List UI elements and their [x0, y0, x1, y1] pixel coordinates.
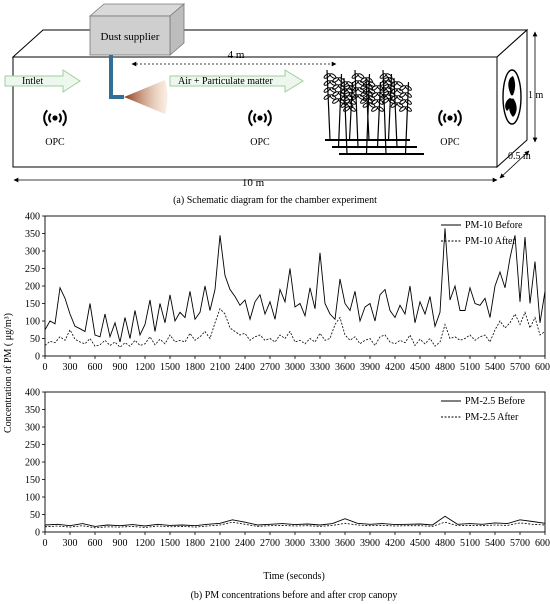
legend-label: PM-2.5 After	[465, 412, 519, 423]
opc-sensor-label: OPC	[45, 137, 65, 148]
opc-sensor-icon: OPC	[438, 109, 462, 148]
chamber-schematic: Dust supplier Intlet Air + Particulate m…	[4, 3, 544, 206]
x-tick-label: 600	[88, 362, 103, 373]
x-tick-label: 5700	[510, 538, 530, 549]
x-tick-label: 3900	[360, 538, 380, 549]
x-tick-label: 4800	[435, 538, 455, 549]
x-tick-label: 2100	[210, 538, 230, 549]
x-tick-label: 300	[63, 362, 78, 373]
y-tick-label: 250	[25, 264, 40, 275]
x-tick-label: 5100	[460, 538, 480, 549]
x-tick-label: 4200	[385, 362, 405, 373]
x-tick-label: 900	[113, 538, 128, 549]
dust-spray	[124, 80, 168, 114]
y-tick-label: 50	[30, 334, 40, 345]
y-tick-label: 100	[25, 317, 40, 328]
y-tick-label: 300	[25, 247, 40, 258]
series-line-pm-2-5-before	[44, 515, 546, 527]
width-label: 0.5 m	[508, 151, 531, 162]
chart-pm10: 0 50 100 150 200 250 300 350 400 0 300 600 900 1200 15…	[25, 212, 550, 374]
x-tick-label: 2100	[210, 362, 230, 373]
exhaust-fan-icon	[502, 69, 522, 125]
x-tick-label: 3000	[285, 538, 305, 549]
x-tick-label: 5100	[460, 362, 480, 373]
opc-sensors: OPC OPC OPC	[43, 109, 462, 148]
y-tick-label: 350	[25, 229, 40, 240]
x-tick-label: 3600	[335, 538, 355, 549]
y-axis-title: Concentration of PM ( μg/m³)	[3, 313, 14, 433]
supply-pipe	[109, 55, 124, 99]
y-tick-label: 0	[35, 528, 40, 539]
x-tick-label: 1200	[135, 538, 155, 549]
height-label: 1 m	[528, 90, 544, 101]
x-tick-label: 1500	[160, 362, 180, 373]
y-tick-label: 250	[25, 440, 40, 451]
y-tick-label: 0	[35, 352, 40, 363]
x-tick-label: 0	[43, 538, 48, 549]
opc-sensor-label: OPC	[250, 137, 270, 148]
legend-label: PM-10 After	[465, 236, 517, 247]
y-tick-label: 50	[30, 510, 40, 521]
length-label: 10 m	[242, 177, 265, 189]
x-tick-label: 5400	[485, 538, 505, 549]
dust-supplier: Dust supplier	[88, 3, 186, 56]
distance-4m-label: 4 m	[228, 49, 245, 61]
dust-supplier-label: Dust supplier	[101, 31, 160, 43]
airflow-label: Air + Particulate matter	[178, 76, 273, 87]
x-tick-label: 600	[88, 538, 103, 549]
x-tick-label: 2700	[260, 362, 280, 373]
x-tick-label: 5400	[485, 362, 505, 373]
inlet-arrow: Intlet	[4, 69, 81, 93]
x-tick-label: 3900	[360, 362, 380, 373]
y-tick-label: 300	[25, 423, 40, 434]
x-tick-label: 6000	[535, 538, 550, 549]
crop-canopy-icon	[323, 69, 424, 155]
y-tick-label: 400	[25, 388, 40, 399]
legend-label: PM-2.5 Before	[465, 396, 526, 407]
x-tick-label: 2700	[260, 538, 280, 549]
x-tick-label: 1800	[185, 538, 205, 549]
charts-caption: (b) PM concentrations before and after c…	[191, 590, 398, 601]
opc-sensor-icon: OPC	[248, 109, 272, 148]
x-tick-label: 3300	[310, 362, 330, 373]
x-tick-label: 2400	[235, 538, 255, 549]
opc-sensor-label: OPC	[440, 137, 460, 148]
x-tick-label: 6000	[535, 362, 550, 373]
y-tick-label: 200	[25, 282, 40, 293]
x-tick-label: 1800	[185, 362, 205, 373]
series-line-pm-10-after	[44, 308, 546, 348]
x-tick-label: 300	[63, 538, 78, 549]
x-tick-label: 4500	[410, 362, 430, 373]
schematic-caption: (a) Schematic diagram for the chamber ex…	[173, 195, 377, 206]
chart-pm25: 0 50 100 150 200 250 300 350 400 0 300 600 900 1200 15…	[25, 388, 550, 550]
x-tick-label: 3300	[310, 538, 330, 549]
x-tick-label: 0	[43, 362, 48, 373]
x-tick-label: 1500	[160, 538, 180, 549]
x-axis-title: Time (seconds)	[263, 571, 325, 582]
y-tick-label: 150	[25, 299, 40, 310]
y-tick-label: 150	[25, 475, 40, 486]
airflow-arrow: Air + Particulate matter	[169, 69, 304, 93]
y-tick-label: 100	[25, 493, 40, 504]
inlet-label: Intlet	[22, 76, 43, 87]
y-tick-label: 350	[25, 405, 40, 416]
legend-label: PM-10 Before	[465, 220, 523, 231]
x-tick-label: 4500	[410, 538, 430, 549]
x-tick-label: 2400	[235, 362, 255, 373]
x-tick-label: 900	[113, 362, 128, 373]
x-tick-label: 3600	[335, 362, 355, 373]
width-line	[499, 150, 530, 179]
x-tick-label: 4800	[435, 362, 455, 373]
x-tick-label: 3000	[285, 362, 305, 373]
series-line-pm-10-before	[44, 228, 546, 343]
opc-sensor-icon: OPC	[43, 109, 67, 148]
y-tick-label: 400	[25, 212, 40, 223]
x-tick-label: 1200	[135, 362, 155, 373]
x-tick-label: 5700	[510, 362, 530, 373]
y-tick-label: 200	[25, 458, 40, 469]
x-tick-label: 4200	[385, 538, 405, 549]
